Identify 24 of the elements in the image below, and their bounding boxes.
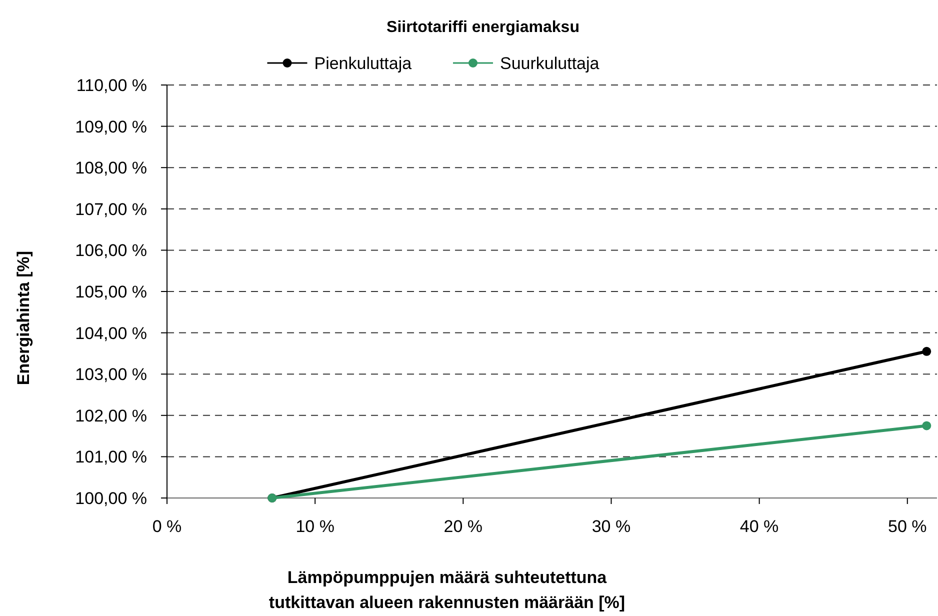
y-tick-label: 102,00 % [75,406,147,426]
y-tick-label: 103,00 % [75,365,147,384]
y-tick-label: 105,00 % [75,282,147,302]
point [922,346,932,356]
y-tick-label: 107,00 % [75,200,147,219]
y-axis-title: Energiahinta [%] [14,250,33,386]
y-tick-label: 109,00 % [75,117,147,136]
y-tick-label: 104,00 % [75,324,147,343]
x-tick-label: 30 % [592,517,631,536]
legend-label: Pienkuluttaja [314,54,412,73]
x-tick-label: 10 % [296,517,334,536]
y-tick-label: 106,00 % [75,241,147,260]
x-tick-label: 0 % [152,517,182,536]
x-axis-title: Lämpöpumppujen määrä suhteutettuna tutkittavan alueen rakennusten määrään [%] [268,568,626,612]
x-tick-label: 20 % [444,517,483,536]
point [922,421,932,430]
y-tick-label: 101,00 % [75,448,147,467]
y-tick-label: 100,00 % [75,489,147,508]
x-tick-label: 40 % [740,517,779,536]
chart-title: Siirtotariffi energiamaksu [386,19,580,36]
y-tick-label: 110,00 % [76,76,147,95]
legend-label: Suurkuluttaja [500,54,600,73]
y-tick-label: 108,00 % [75,158,147,178]
x-tick-label: 50 % [888,517,927,536]
